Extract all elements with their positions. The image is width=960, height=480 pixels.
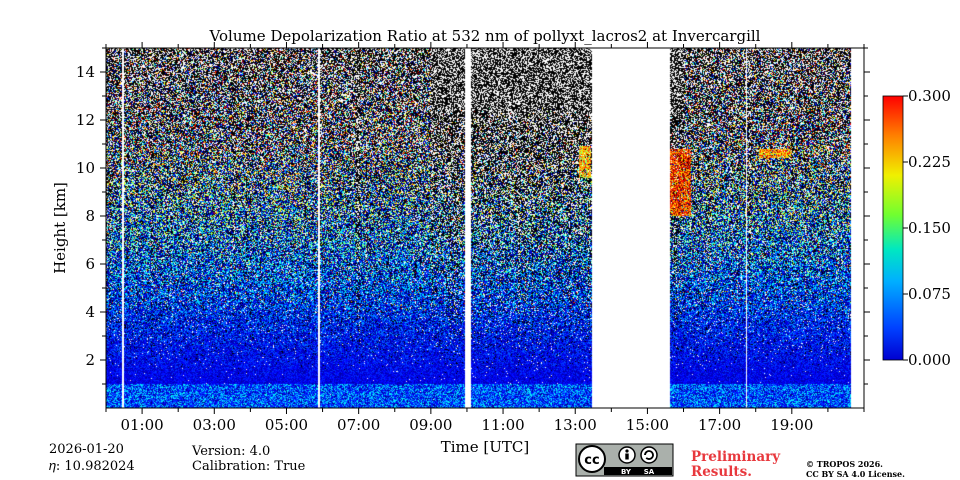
x-axis-label: Time [UTC]	[441, 438, 530, 456]
x-tick-label: 03:00	[193, 416, 236, 434]
x-tick-label: 19:00	[770, 416, 813, 434]
cc-logo-text: cc	[584, 453, 599, 468]
calibration-text: Calibration: True	[192, 459, 306, 474]
colorbar-tick-label: 0.300	[908, 87, 951, 105]
y-tick-label: 4	[85, 303, 95, 321]
colorbar-tick-label: 0.150	[908, 219, 951, 237]
copyright-line2: CC BY SA 4.0 License.	[806, 469, 905, 479]
x-tick-label: 17:00	[698, 416, 741, 434]
colorbar-tick-label: 0.000	[908, 351, 951, 369]
y-tick-label: 12	[76, 111, 95, 129]
y-tick-label: 10	[76, 159, 95, 177]
plot-frame	[105, 47, 865, 409]
colorbar-tick-label: 0.075	[908, 285, 951, 303]
share-alike-icon	[640, 446, 658, 464]
colorbar-tick-label: 0.225	[908, 153, 951, 171]
x-tick-label: 15:00	[626, 416, 669, 434]
colorbar-ticks: 0.000 0.075 0.150 0.225 0.300	[903, 87, 951, 369]
depolarization-heatmap	[106, 48, 864, 408]
eta-text: 𝜂: 10.982024	[49, 459, 135, 474]
cc-by-sa-badge: cc BY SA	[575, 443, 674, 477]
x-tick-label: 11:00	[481, 416, 524, 434]
y-axis: 2 4 6 8 10 12 14	[76, 47, 870, 385]
version-text: Version: 4.0	[191, 444, 270, 459]
by-label: BY	[621, 468, 632, 476]
y-tick-label: 6	[85, 255, 95, 273]
y-tick-label: 8	[85, 207, 95, 225]
x-tick-label: 01:00	[120, 416, 163, 434]
y-axis-label: Height [km]	[51, 182, 69, 274]
x-axis: 01:00 03:00 05:00 07:00 09:00 11:00 13:00 15:00…	[105, 42, 865, 434]
preliminary-text-line2: Results.	[691, 464, 752, 480]
chart-title: Volume Depolarization Ratio at 532 nm of…	[209, 27, 761, 45]
sa-label: SA	[644, 468, 655, 476]
x-tick-label: 09:00	[409, 416, 452, 434]
x-tick-label: 07:00	[337, 416, 380, 434]
copyright-line1: © TROPOS 2026.	[806, 459, 883, 469]
x-tick-label: 05:00	[265, 416, 308, 434]
y-tick-label: 14	[76, 63, 95, 81]
colorbar	[882, 95, 904, 361]
date-text: 2026-01-20	[49, 442, 124, 457]
x-tick-label: 13:00	[554, 416, 597, 434]
y-tick-label: 2	[85, 351, 95, 369]
cc-logo-icon	[578, 445, 606, 473]
preliminary-text-line1: Preliminary	[691, 449, 781, 465]
